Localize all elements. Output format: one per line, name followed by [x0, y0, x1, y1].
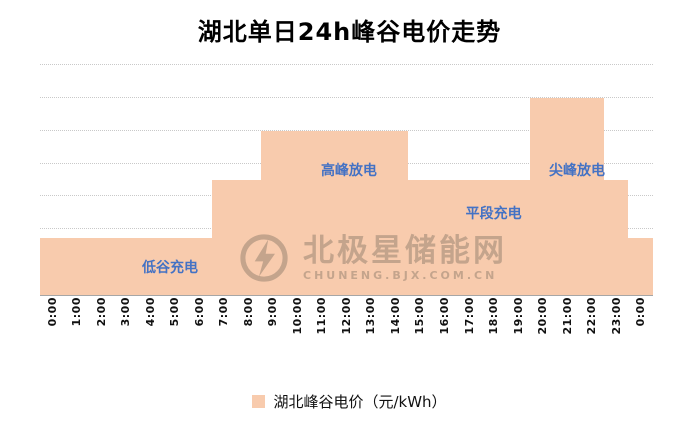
x-tick-label: 5:00	[168, 297, 182, 327]
x-tick-label: 18:00	[487, 297, 501, 335]
value-bar	[309, 130, 335, 295]
value-bar	[40, 237, 65, 295]
legend: 湖北峰谷电价（元/kWh）	[0, 391, 699, 412]
value-bar	[236, 180, 261, 295]
x-tick-label: 3:00	[119, 297, 133, 327]
value-bar	[358, 130, 384, 295]
value-bar	[628, 237, 653, 295]
x-tick-label: 23:00	[609, 297, 623, 335]
bar-series	[40, 65, 653, 295]
gridline	[40, 129, 653, 131]
x-tick-label: 0:00	[45, 297, 59, 327]
value-bar	[530, 97, 555, 295]
x-tick-label: 14:00	[388, 297, 402, 335]
segment-label: 高峰放电	[320, 163, 377, 180]
x-tick-label: 1:00	[70, 297, 84, 327]
x-tick-label: 22:00	[585, 297, 599, 335]
x-tick-label: 12:00	[339, 297, 353, 335]
x-tick-label: 11:00	[315, 297, 329, 335]
value-bar	[187, 237, 212, 295]
value-bar	[285, 130, 310, 295]
x-tick-label: 21:00	[560, 297, 574, 335]
value-bar	[89, 237, 114, 295]
value-bar	[432, 180, 457, 295]
x-axis-labels: 0:00 1:00 2:00 3:00 4:00 5:00 6:00 7:00 8:00 9:00…	[40, 297, 653, 355]
segment-label: 平段充电	[465, 205, 522, 222]
x-tick-label: 20:00	[536, 297, 550, 335]
chart-title: 湖北单日24h峰谷电价走势	[197, 18, 502, 46]
value-bar	[456, 180, 482, 295]
x-tick-label: 19:00	[511, 297, 525, 335]
value-bar	[579, 97, 604, 295]
x-tick-label: 13:00	[364, 297, 378, 335]
x-tick-label: 0:00	[634, 297, 648, 327]
value-bar	[603, 180, 629, 295]
value-bar	[505, 180, 531, 295]
value-bar	[383, 130, 408, 295]
value-bar	[481, 180, 506, 295]
x-tick-label: 17:00	[462, 297, 476, 335]
value-bar	[407, 180, 433, 295]
value-bar	[162, 237, 188, 295]
gridline	[40, 64, 653, 65]
x-tick-label: 4:00	[143, 297, 157, 327]
segment-label: 尖峰放电	[548, 163, 605, 180]
x-tick-label: 10:00	[290, 297, 304, 335]
value-bar	[334, 130, 359, 295]
value-bar	[554, 97, 580, 295]
x-tick-label: 15:00	[413, 297, 427, 335]
x-tick-label: 16:00	[438, 297, 451, 335]
x-tick-label: 8:00	[241, 297, 255, 327]
value-bar	[260, 130, 286, 295]
x-tick-label: 9:00	[266, 297, 280, 327]
plot-area: 低谷充电 高峰放电平段充电 尖峰放电	[40, 64, 653, 296]
x-tick-label: 6:00	[192, 297, 206, 327]
legend-label: 湖北峰谷电价（元/kWh）	[273, 393, 447, 411]
legend-swatch	[252, 395, 266, 408]
value-bar	[211, 180, 237, 295]
value-bar	[64, 237, 90, 295]
value-bar	[138, 237, 163, 295]
x-tick-label: 2:00	[94, 297, 108, 327]
value-bar	[113, 237, 139, 295]
segment-label: 低谷充电	[141, 260, 198, 277]
gridline	[40, 96, 653, 98]
x-tick-label: 7:00	[217, 297, 231, 327]
